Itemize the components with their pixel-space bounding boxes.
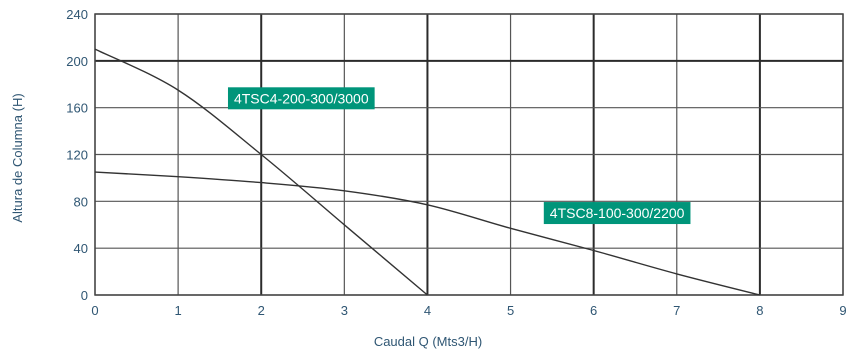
y-axis-title: Altura de Columna (H) bbox=[10, 93, 25, 222]
series-labels: 4TSC4-200-300/3000 4TSC8-100-300/2200 bbox=[227, 87, 691, 225]
y-tick-label: 80 bbox=[74, 194, 88, 209]
y-tick-label: 120 bbox=[66, 148, 88, 163]
x-tick-label: 7 bbox=[673, 303, 680, 318]
series-label-2: 4TSC8-100-300/2200 bbox=[543, 202, 691, 225]
y-tick-label: 240 bbox=[66, 7, 88, 22]
series-label-text: 4TSC4-200-300/3000 bbox=[234, 90, 369, 106]
x-tick-label: 5 bbox=[507, 303, 514, 318]
x-tick-label: 0 bbox=[91, 303, 98, 318]
x-axis-title: Caudal Q (Mts3/H) bbox=[374, 334, 482, 349]
y-tick-label: 200 bbox=[66, 54, 88, 69]
series-label-box bbox=[227, 87, 375, 110]
grid bbox=[94, 13, 844, 296]
series-line-2 bbox=[94, 171, 761, 296]
y-tick-label: 160 bbox=[66, 101, 88, 116]
axes: 0 1 2 3 4 5 6 7 8 9 0 40 80 120 160 200 240 bbox=[66, 7, 846, 318]
x-tick-label: 9 bbox=[839, 303, 846, 318]
series-label-box bbox=[543, 202, 691, 225]
x-tick-label: 1 bbox=[174, 303, 181, 318]
x-tick-label: 4 bbox=[424, 303, 431, 318]
series-lines bbox=[94, 48, 761, 296]
plot-frame bbox=[94, 13, 844, 296]
x-tick-label: 8 bbox=[756, 303, 763, 318]
y-tick-label: 40 bbox=[74, 241, 88, 256]
x-tick-label: 2 bbox=[258, 303, 265, 318]
series-line-1 bbox=[94, 48, 428, 296]
series-label-1: 4TSC4-200-300/3000 bbox=[227, 87, 375, 110]
x-tick-label: 6 bbox=[590, 303, 597, 318]
y-tick-label: 0 bbox=[81, 288, 88, 303]
series-label-text: 4TSC8-100-300/2200 bbox=[550, 205, 685, 221]
x-tick-label: 3 bbox=[341, 303, 348, 318]
